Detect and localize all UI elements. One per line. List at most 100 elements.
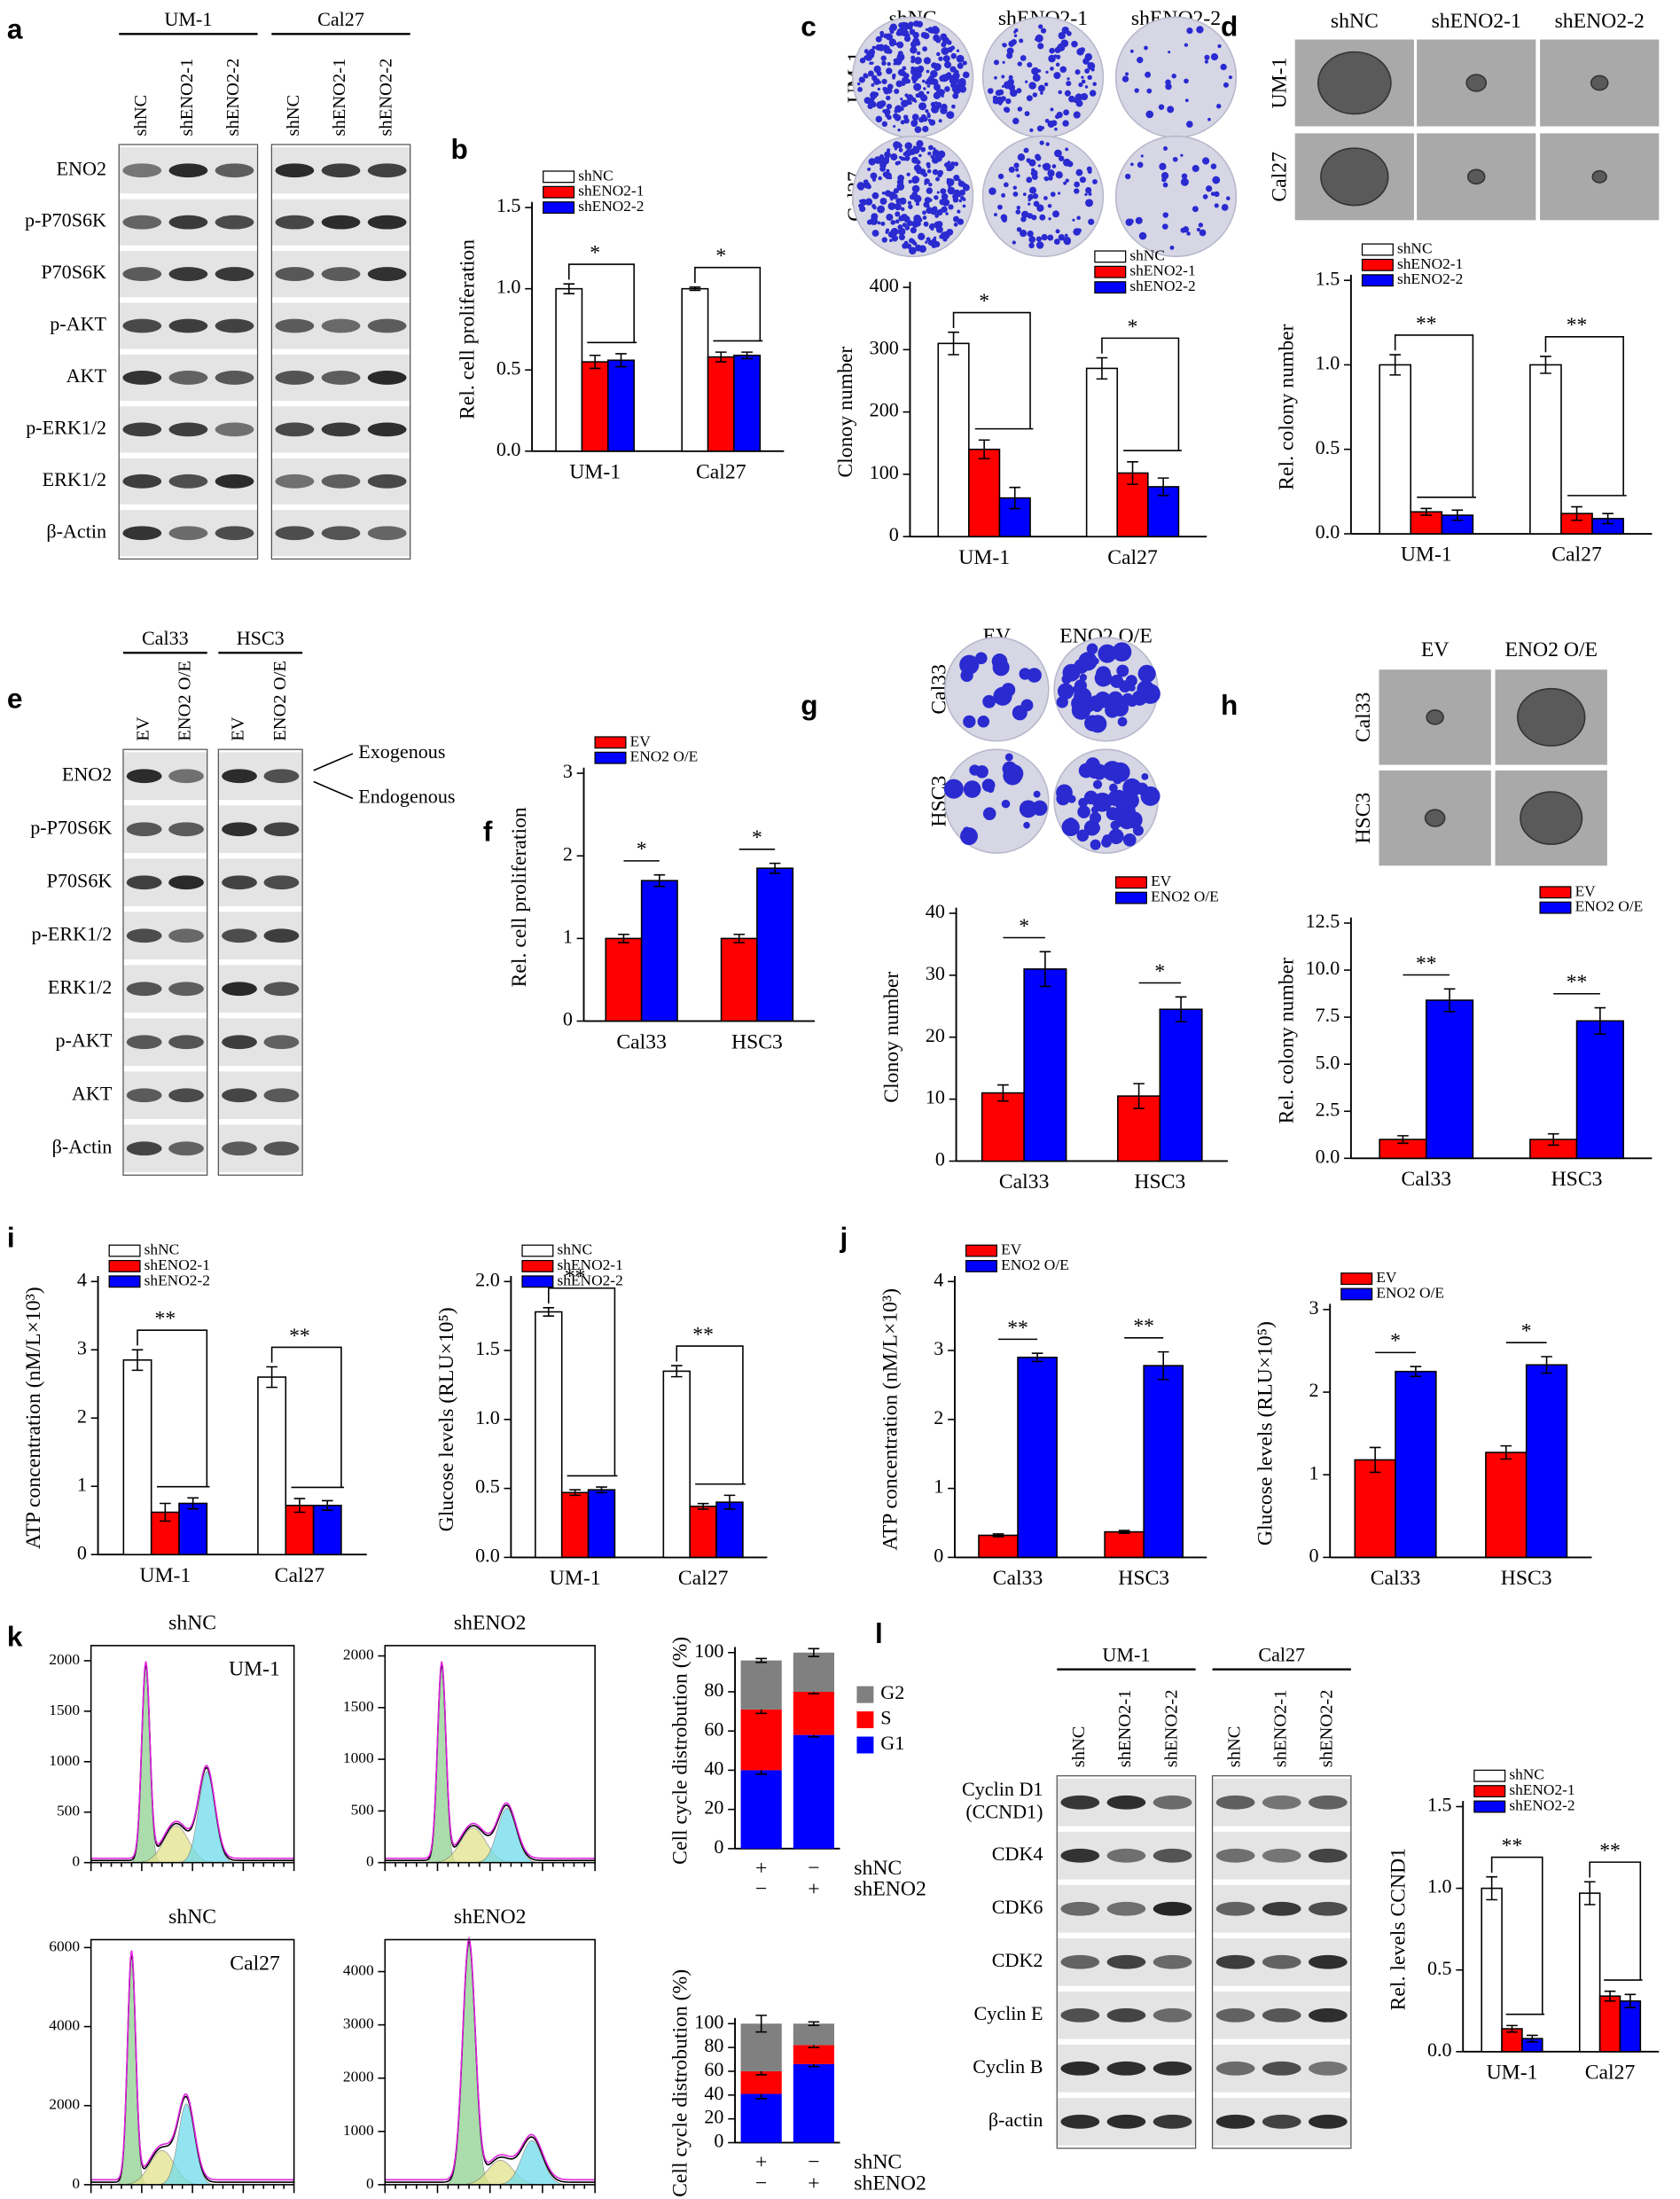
histogram-title: shNC: [168, 1906, 216, 1929]
colony: [1092, 82, 1097, 87]
colony: [1067, 160, 1074, 168]
y-tick-label: 20: [704, 1796, 723, 1819]
y-tick-label: 0: [366, 1853, 374, 1870]
significance-label: **: [1133, 1315, 1154, 1338]
colony: [881, 60, 887, 67]
colony: [1102, 761, 1122, 781]
blot-band: [1153, 2114, 1192, 2129]
image-row-label: HSC3: [1352, 793, 1375, 844]
colony: [871, 213, 879, 221]
colony: [926, 69, 930, 74]
colony: [887, 48, 891, 52]
colony: [903, 35, 911, 43]
colony: [925, 240, 928, 244]
colony: [863, 200, 868, 205]
blot-row-label: β-actin: [988, 2109, 1043, 2131]
bar: [981, 1092, 1025, 1162]
blot-band: [122, 318, 162, 333]
colony: [1122, 833, 1137, 847]
x-row-label: −: [808, 2151, 819, 2174]
colony: [1039, 140, 1044, 145]
colony: [1039, 214, 1046, 221]
colony: [909, 247, 917, 254]
histogram-label: UM-1: [229, 1658, 280, 1681]
colony: [950, 82, 957, 89]
blot-band: [367, 371, 407, 385]
legend-swatch: [856, 1736, 874, 1754]
colony: [1074, 69, 1081, 75]
colony: [922, 215, 927, 220]
colony: [963, 826, 971, 835]
colony: [1121, 75, 1129, 82]
y-tick-label: 60: [704, 2058, 723, 2080]
colony: [1198, 223, 1204, 228]
bar: [1379, 364, 1412, 535]
colony: [997, 173, 1004, 180]
colony: [1034, 37, 1038, 42]
blot-band: [126, 875, 162, 890]
colony: [1058, 32, 1066, 40]
colony: [1186, 27, 1193, 35]
colony: [1017, 106, 1023, 112]
colony: [1008, 74, 1013, 80]
legend-swatch: [543, 170, 575, 184]
significance-label: *: [979, 290, 989, 313]
colony: [934, 195, 939, 200]
blot-frame: [118, 144, 259, 560]
significance-label: **: [565, 1265, 586, 1288]
bar: [555, 287, 583, 452]
colony: [1223, 82, 1229, 88]
colony: [1137, 161, 1144, 168]
legend-label: EV: [1376, 1269, 1397, 1286]
colony: [910, 227, 917, 234]
legend-swatch: [521, 1259, 554, 1272]
legend-swatch: [108, 1275, 141, 1288]
colony: [1001, 683, 1016, 697]
colony: [857, 87, 863, 92]
colony: [914, 56, 922, 65]
colony: [935, 176, 940, 182]
y-tick-label: 0: [935, 1148, 945, 1170]
error-bar: [1118, 1530, 1130, 1534]
colony: [1022, 192, 1027, 197]
legend-label: EV: [1575, 882, 1597, 899]
error-bar: [1096, 356, 1108, 380]
colony: [1013, 30, 1017, 34]
colony: [870, 172, 878, 180]
blot-band: [126, 1035, 162, 1050]
spheroid: [1517, 687, 1586, 747]
colony: [1085, 199, 1094, 207]
colony: [1027, 213, 1034, 219]
blot-band: [122, 526, 162, 541]
legend-swatch: [108, 1259, 141, 1272]
blot-band: [263, 769, 300, 784]
legend-swatch: [1094, 265, 1127, 278]
image-row-label: Cal33: [1352, 693, 1375, 743]
error-bar: [1157, 1350, 1169, 1381]
colony: [1078, 82, 1083, 88]
y-tick-label: 2.0: [475, 1268, 500, 1290]
y-tick-label: 1.0: [1316, 352, 1340, 374]
colony: [897, 174, 904, 182]
colony: [933, 236, 937, 239]
error-bar: [997, 1084, 1009, 1102]
colony: [912, 145, 917, 149]
colony: [1054, 149, 1062, 158]
blot-band: [367, 526, 407, 541]
colony: [1180, 227, 1186, 233]
legend-label: shENO2-1: [578, 183, 644, 200]
colony: [1124, 173, 1131, 180]
colony: [922, 79, 926, 83]
spheroid: [1317, 51, 1392, 115]
bar: [1575, 1020, 1624, 1160]
colony: [1037, 164, 1042, 168]
colony: [963, 780, 981, 798]
colony: [879, 156, 887, 164]
colony: [1045, 142, 1050, 146]
colony: [895, 105, 903, 113]
colony: [1184, 78, 1189, 84]
colony: [1092, 179, 1098, 184]
colony: [880, 221, 886, 226]
legend-label: G2: [880, 1681, 904, 1703]
x-tick-label: UM-1: [1487, 2062, 1538, 2085]
